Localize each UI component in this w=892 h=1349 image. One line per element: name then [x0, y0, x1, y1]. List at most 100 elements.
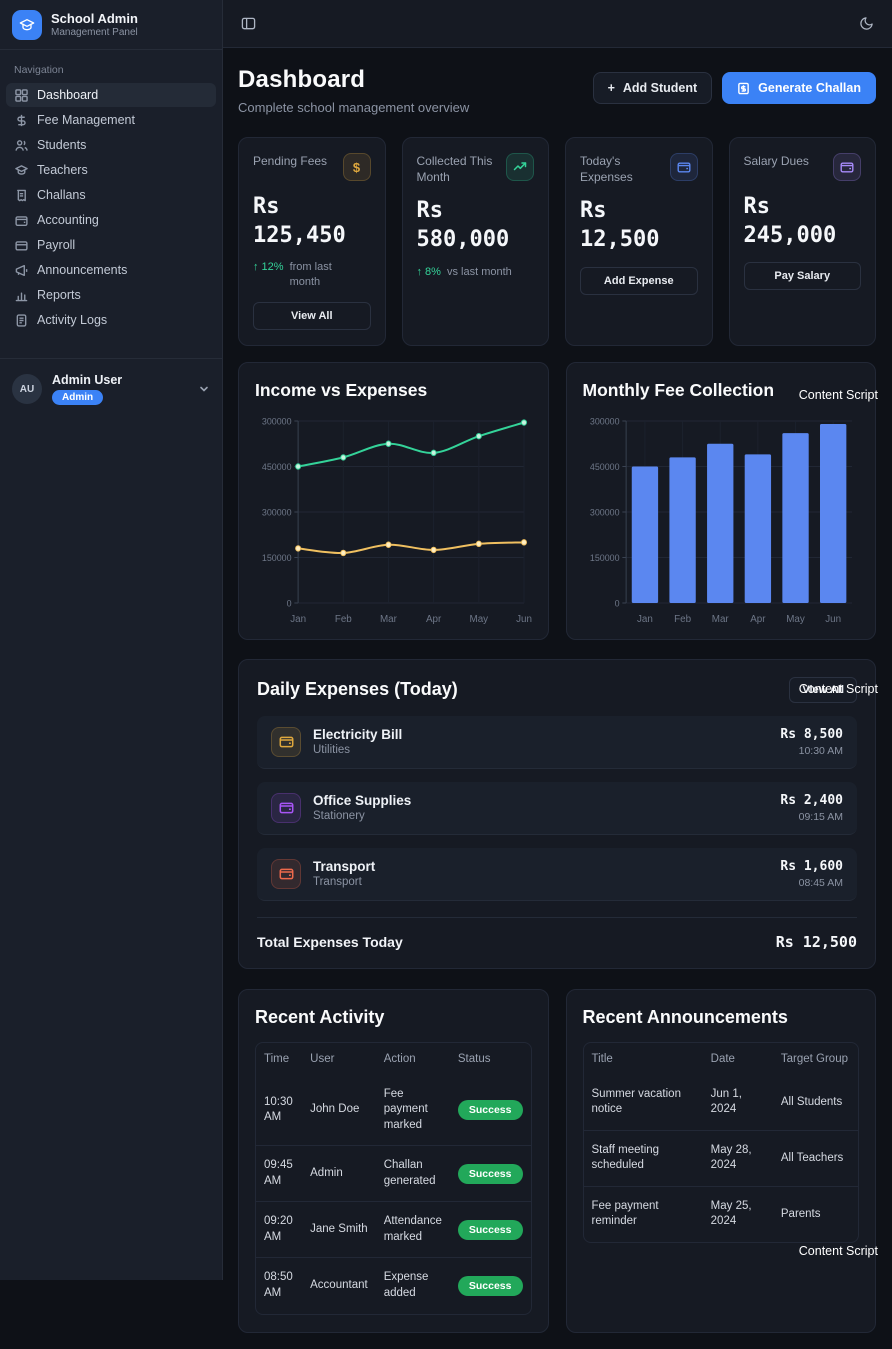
sidebar-item-payroll[interactable]: Payroll	[6, 233, 216, 257]
svg-text:450000: 450000	[589, 462, 619, 472]
sidebar-item-activity-logs[interactable]: Activity Logs	[6, 308, 216, 332]
svg-text:0: 0	[614, 598, 619, 608]
expense-row[interactable]: Electricity Bill Utilities Rs 8,500 10:3…	[257, 715, 857, 769]
recent-activity-card: Recent Activity Time User Action Status …	[238, 988, 549, 1333]
total-expenses-row: Total Expenses Today Rs 12,500	[257, 916, 857, 951]
dollar-icon: $	[342, 153, 371, 181]
recent-activity-table: Time User Action Status 10:30 AM John Do…	[256, 1043, 531, 1314]
trend-up-text: ↑ 8%	[416, 265, 441, 278]
table-row[interactable]: 09:45 AM Admin Challan generated Success	[256, 1146, 531, 1202]
status-badge: Success	[457, 1219, 523, 1241]
megaphone-icon	[15, 264, 28, 277]
sidebar-item-dashboard[interactable]: Dashboard	[6, 83, 216, 107]
total-amount: Rs 12,500	[775, 932, 857, 951]
stat-label: Today's Expenses	[580, 154, 633, 185]
svg-text:Apr: Apr	[426, 614, 442, 625]
stat-value: Rs 125,450	[253, 194, 346, 248]
sidebar-item-label: Fee Management	[37, 113, 135, 127]
svg-text:300000: 300000	[262, 416, 292, 426]
sidebar-item-teachers[interactable]: Teachers	[6, 158, 216, 182]
sidebar: School Admin Management Panel Navigation…	[0, 0, 223, 1280]
status-badge: Success	[457, 1163, 523, 1185]
daily-expenses-card: Daily Expenses (Today) View All Electric…	[238, 658, 876, 969]
svg-text:0: 0	[287, 598, 292, 608]
graduation-cap-icon	[15, 164, 28, 177]
pay-salary-button[interactable]: Pay Salary	[743, 262, 861, 291]
chart-title: Monthly Fee Collection	[582, 379, 775, 400]
stat-label: Collected This Month	[416, 154, 493, 185]
add-student-button[interactable]: + Add Student	[592, 72, 713, 104]
svg-text:Mar: Mar	[380, 614, 398, 625]
svg-text:Jun: Jun	[516, 614, 531, 625]
svg-text:May: May	[786, 614, 805, 625]
table-row[interactable]: 10:30 AM John Doe Fee payment marked Suc…	[256, 1075, 531, 1146]
add-expense-button[interactable]: Add Expense	[580, 266, 698, 295]
svg-text:300000: 300000	[589, 416, 619, 426]
stat-label: Pending Fees	[253, 154, 328, 168]
svg-text:Jun: Jun	[825, 614, 841, 625]
sidebar-item-reports[interactable]: Reports	[6, 283, 216, 307]
svg-text:Apr: Apr	[750, 614, 766, 625]
section-title: Daily Expenses (Today)	[257, 679, 458, 700]
sidebar-item-label: Dashboard	[37, 88, 99, 102]
content-script-overlay: Content Script	[798, 682, 878, 696]
add-student-label: Add Student	[622, 81, 698, 95]
view-all-button[interactable]: View All	[789, 676, 857, 703]
sidebar-item-students[interactable]: Students	[6, 133, 216, 157]
sidebar-item-label: Reports	[37, 288, 81, 302]
income-vs-expenses-chart: 0 150000 300000 450000 300000 Jan Feb Mar Apr May…	[262, 416, 532, 625]
svg-text:Jan: Jan	[637, 614, 653, 625]
table-row[interactable]: Fee payment reminder May 25, 2024 Parent…	[591, 1199, 821, 1228]
role-badge: Admin	[52, 390, 104, 405]
app-subtitle: Management Panel	[51, 26, 138, 38]
table-row[interactable]: 09:20 AM Jane Smith Attendance marked Su…	[256, 1202, 531, 1258]
stat-value: Rs 580,000	[416, 198, 510, 252]
plus-icon: +	[607, 81, 615, 95]
sidebar-item-fee-management[interactable]: Fee Management	[6, 108, 216, 132]
sidebar-item-label: Announcements	[37, 263, 128, 277]
sidebar-item-challans[interactable]: Challans	[6, 183, 216, 207]
user-menu[interactable]: AU Admin User Admin	[0, 358, 222, 419]
stat-card-collected: Collected This Month Rs 580,000 ↑ 8% vs l…	[401, 137, 549, 346]
recent-announcements-table: Title Date Target Group Summer vacation …	[583, 1043, 858, 1242]
svg-text:150000: 150000	[262, 553, 292, 563]
sidebar-item-label: Activity Logs	[37, 313, 108, 327]
app-name: School Admin	[51, 11, 138, 27]
view-all-button[interactable]: View All	[253, 301, 371, 330]
wallet-icon	[669, 153, 698, 181]
svg-text:Jan: Jan	[290, 614, 306, 625]
sidebar-item-label: Payroll	[37, 238, 76, 252]
main-area: Dashboard Complete school management ove…	[223, 0, 892, 1333]
avatar: AU	[12, 374, 42, 404]
monthly-fee-collection-chart-card: Monthly Fee Collection 0 150000 300000 4500…	[565, 361, 876, 640]
chevron-down-icon[interactable]	[198, 383, 210, 395]
table-row[interactable]: 08:50 AM Accountant Expense added Succes…	[256, 1258, 531, 1314]
stat-card-pending-fees: Pending Fees $ Rs 125,450 ↑ 12% from last…	[238, 137, 386, 346]
sidebar-item-announcements[interactable]: Announcements	[6, 258, 216, 282]
stat-card-salary-dues: Salary Dues Rs 245,000 Pay Salary	[728, 137, 876, 346]
table-row[interactable]: Summer vacation notice Jun 1, 2024 All S…	[583, 1075, 858, 1131]
stat-value: Rs 245,000	[743, 194, 837, 248]
sidebar-item-label: Students	[37, 138, 87, 152]
expense-row[interactable]: Transport Transport Rs 1,600 08:45 AM	[257, 847, 857, 901]
stat-label: Salary Dues	[743, 154, 809, 168]
sidebar-item-label: Accounting	[37, 213, 99, 227]
panel-left-icon[interactable]	[241, 16, 256, 31]
recent-announcements-card: Recent Announcements Title Date Target G…	[565, 988, 876, 1333]
generate-challan-button[interactable]: Generate Challan	[722, 72, 876, 104]
stat-card-todays-expenses: Today's Expenses Rs 12,500 Add Expense	[565, 137, 713, 346]
monthly-fee-collection-chart: 0 150000 300000 450000 300000 Jan Feb Mar Apr May…	[589, 416, 852, 625]
nav-section-label: Navigation	[14, 64, 64, 76]
user-name: Admin User	[52, 373, 123, 387]
table-row[interactable]: Staff meeting scheduled May 28, 2024 All…	[583, 1130, 858, 1187]
svg-text:Feb: Feb	[335, 614, 352, 625]
dollar-icon	[15, 114, 28, 127]
svg-text:Feb: Feb	[674, 614, 691, 625]
moon-icon[interactable]	[859, 16, 874, 31]
chart-title: Income vs Expenses	[255, 379, 428, 400]
wallet-icon	[271, 792, 301, 823]
income-vs-expenses-chart-card: Income vs Expenses 0 150000 300000 450000 30…	[238, 361, 549, 640]
expense-row[interactable]: Office Supplies Stationery Rs 2,400 09:1…	[257, 781, 857, 835]
content-script-overlay: Content Script	[798, 1244, 878, 1258]
sidebar-item-accounting[interactable]: Accounting	[6, 208, 216, 232]
